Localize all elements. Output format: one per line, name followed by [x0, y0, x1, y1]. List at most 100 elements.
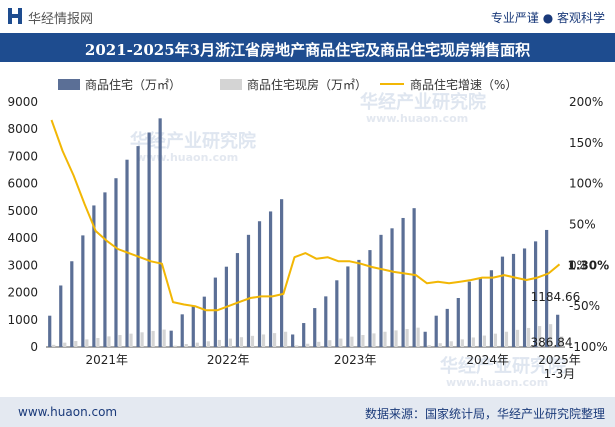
bar-now: [438, 343, 442, 347]
bar-now: [217, 339, 221, 347]
bar-main: [556, 314, 560, 347]
bar-now: [85, 339, 89, 347]
bar-now: [317, 341, 321, 347]
bar-main: [180, 314, 184, 347]
bar-now: [129, 333, 133, 347]
bar-main: [313, 308, 317, 347]
bar-main: [147, 132, 151, 347]
bar-now: [460, 339, 464, 347]
bar-main: [246, 234, 251, 347]
bar-main: [357, 259, 361, 347]
bar-now: [350, 336, 354, 347]
bar-main: [268, 211, 273, 347]
logo-icon: [8, 8, 22, 24]
x-tick-label: 2025年: [538, 353, 581, 367]
bar-main: [235, 253, 240, 347]
bar-now: [250, 335, 255, 347]
watermark-url: www.huaon.com: [366, 112, 468, 125]
watermark-url: www.huaon.com: [136, 151, 238, 164]
y-right-tick-label: 50%: [569, 218, 596, 232]
bar-main: [368, 250, 372, 347]
bar-now: [195, 342, 199, 347]
bar-main: [213, 277, 217, 347]
bar-now: [372, 333, 376, 347]
bar-main: [522, 248, 527, 347]
watermark-text: 华经产业研究院: [360, 91, 486, 113]
series-growth-line: [50, 119, 561, 312]
y-right-tick-label: 0%: [569, 258, 588, 272]
bar-main: [545, 229, 549, 347]
bar-main: [70, 261, 74, 347]
bar-now: [416, 327, 420, 347]
bar-now: [449, 341, 453, 347]
x-tick-label: 2022年: [207, 353, 250, 367]
bar-now: [173, 345, 177, 347]
data-label-growth: 1.30%: [567, 258, 609, 272]
bar-now: [206, 341, 210, 347]
x-tick-label: 1-3月: [544, 367, 576, 381]
y-right-tick-label: 100%: [569, 177, 603, 191]
bar-now: [295, 345, 299, 347]
y-right-tick-label: -100%: [569, 340, 608, 354]
y-left-tick-label: 6000: [7, 177, 38, 191]
y-right-tick-label: 150%: [569, 136, 603, 150]
watermark-text: 华经产业研究院: [440, 355, 566, 377]
bar-now: [118, 335, 122, 347]
watermark-url: www.huaon.com: [446, 376, 548, 389]
bar-main: [280, 199, 284, 347]
data-label-now: 386.84: [530, 335, 572, 349]
bar-now: [272, 333, 277, 347]
chart: 商品住宅（万㎡） 商品住宅现房（万㎡） 商品住宅增速（%） 华经产业研究院www.h…: [7, 77, 609, 389]
footer: www.huaon.com 数据来源：国家统计局，华经产业研究院整理: [0, 397, 615, 427]
bar-now: [394, 330, 398, 347]
bar-now: [383, 331, 387, 347]
y-right-tick-label: 200%: [569, 95, 603, 109]
x-tick-label: 2021年: [85, 353, 128, 367]
bar-now: [504, 331, 509, 347]
bar-main: [335, 280, 339, 347]
top-bar: 华经情报网 专业严谨 ● 客观科学: [0, 0, 615, 33]
y-left-tick-label: 8000: [7, 122, 38, 136]
bar-main: [136, 146, 140, 347]
bar-main: [291, 334, 295, 347]
bar-now: [63, 342, 67, 347]
legend-label-now: 商品住宅现房（万㎡）: [247, 77, 367, 92]
bar-main: [456, 298, 460, 347]
bar-now: [162, 329, 166, 347]
bar-main: [489, 270, 494, 347]
bar-main: [500, 256, 505, 347]
bar-main: [423, 331, 427, 347]
x-tick-label: 2023年: [334, 353, 377, 367]
bar-main: [158, 118, 162, 347]
legend-label-main: 商品住宅（万㎡）: [85, 77, 181, 92]
bar-now: [74, 341, 78, 347]
bar-now: [405, 329, 409, 347]
bar-main: [103, 192, 107, 347]
data-labels: 1184.66 386.84 1.30%: [530, 258, 609, 349]
bar-main: [434, 315, 438, 347]
bar-main: [478, 277, 482, 347]
footer-source: 数据来源：国家统计局，华经产业研究院整理: [364, 407, 605, 421]
bar-main: [202, 296, 206, 347]
bar-main: [346, 266, 350, 347]
legend-label-growth: 商品住宅增速（%）: [410, 77, 517, 92]
bar-now: [306, 343, 310, 347]
bar-now: [184, 344, 188, 347]
y-left-tick-label: 5000: [7, 204, 38, 218]
bar-now: [482, 335, 486, 347]
bar-now: [537, 326, 542, 347]
bar-now: [140, 332, 144, 347]
y-left-tick-label: 1000: [7, 313, 38, 327]
bar-now: [261, 334, 266, 347]
legend-swatch-now: [220, 79, 242, 90]
bar-main: [379, 234, 383, 347]
bar-now: [151, 330, 155, 347]
bar-now: [515, 329, 520, 347]
title-band: 2021-2025年3月浙江省房地产商品住宅及商品住宅现房销售面积: [0, 33, 615, 62]
y-right-tick-label: -50%: [569, 299, 600, 313]
growth-line: [50, 119, 561, 312]
y-left-tick-label: 4000: [7, 231, 38, 245]
y-left-tick-label: 3000: [7, 258, 38, 272]
bar-main: [191, 306, 195, 347]
footer-url[interactable]: www.huaon.com: [18, 405, 118, 419]
